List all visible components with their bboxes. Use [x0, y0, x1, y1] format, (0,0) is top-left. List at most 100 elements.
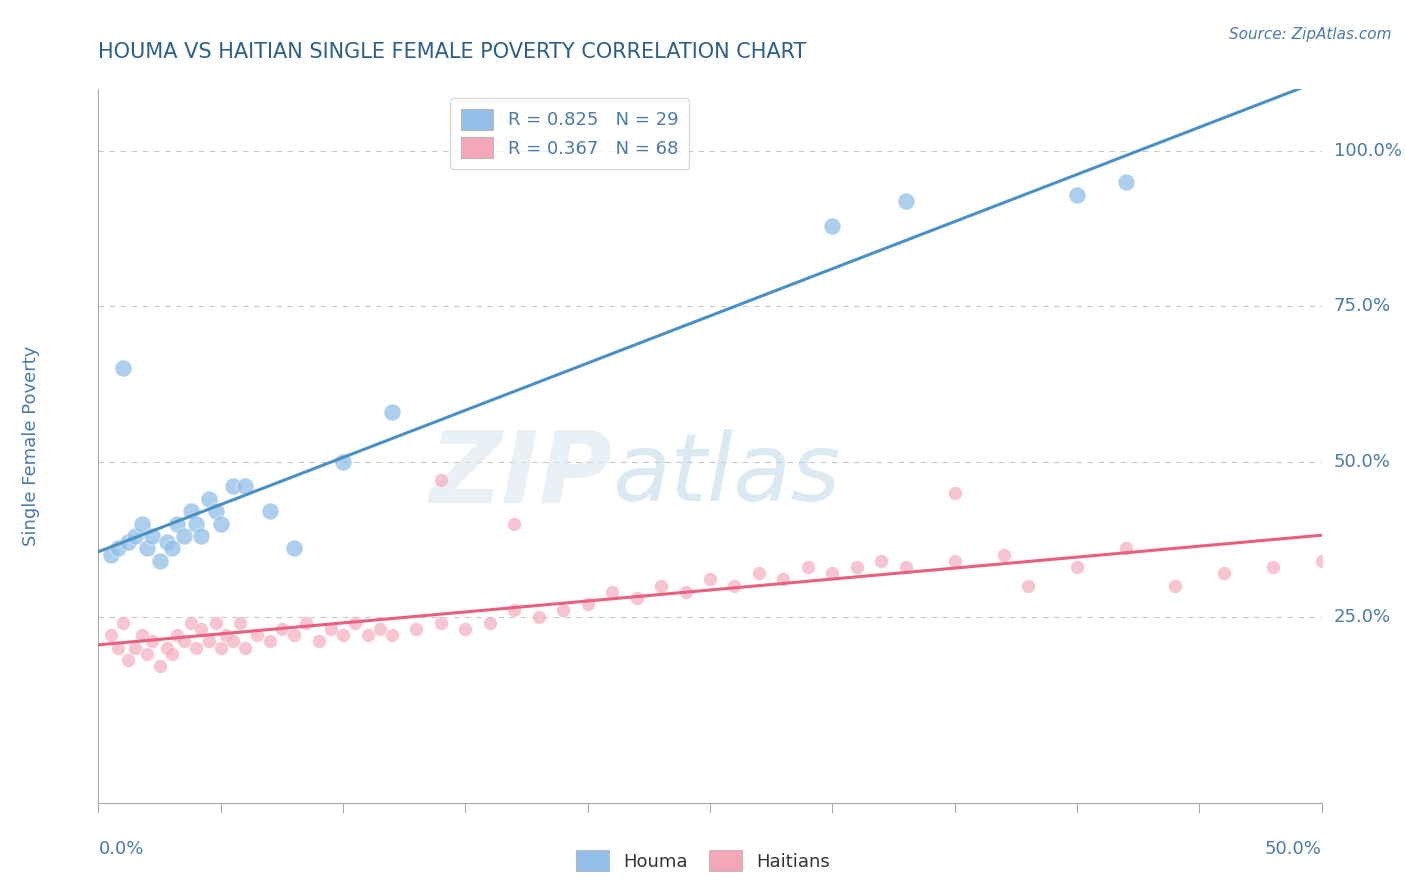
Text: atlas: atlas	[612, 429, 841, 520]
Text: Source: ZipAtlas.com: Source: ZipAtlas.com	[1229, 27, 1392, 42]
Point	[356, 628, 378, 642]
Point	[1261, 560, 1284, 574]
Point	[478, 615, 501, 630]
Point	[131, 516, 153, 531]
Point	[295, 615, 318, 630]
Point	[943, 554, 966, 568]
Point	[156, 535, 179, 549]
Point	[894, 194, 917, 208]
Point	[166, 516, 188, 531]
Point	[894, 560, 917, 574]
Point	[141, 529, 163, 543]
Text: 25.0%: 25.0%	[1334, 607, 1391, 625]
Point	[503, 603, 526, 617]
Text: 0.0%: 0.0%	[98, 840, 143, 858]
Point	[233, 640, 256, 655]
Point	[107, 541, 129, 556]
Point	[222, 634, 245, 648]
Point	[454, 622, 477, 636]
Point	[186, 640, 208, 655]
Point	[723, 579, 745, 593]
Point	[117, 535, 139, 549]
Point	[821, 219, 844, 233]
Point	[600, 584, 623, 599]
Point	[173, 529, 195, 543]
Point	[205, 615, 228, 630]
Point	[197, 634, 219, 648]
Point	[259, 504, 281, 518]
Point	[136, 541, 159, 556]
Point	[149, 554, 172, 568]
Point	[675, 584, 697, 599]
Point	[117, 653, 139, 667]
Point	[111, 615, 134, 630]
Point	[160, 647, 183, 661]
Point	[124, 640, 146, 655]
Point	[943, 485, 966, 500]
Point	[332, 628, 354, 642]
Point	[650, 579, 672, 593]
Legend: R = 0.825   N = 29, R = 0.367   N = 68: R = 0.825 N = 29, R = 0.367 N = 68	[450, 98, 689, 169]
Point	[381, 628, 404, 642]
Point	[576, 597, 599, 611]
Text: 100.0%: 100.0%	[1334, 142, 1402, 161]
Point	[319, 622, 342, 636]
Point	[283, 628, 305, 642]
Point	[100, 628, 122, 642]
Point	[100, 548, 122, 562]
Point	[797, 560, 820, 574]
Point	[553, 603, 575, 617]
Text: HOUMA VS HAITIAN SINGLE FEMALE POVERTY CORRELATION CHART: HOUMA VS HAITIAN SINGLE FEMALE POVERTY C…	[98, 43, 807, 62]
Point	[180, 504, 202, 518]
Point	[214, 628, 236, 642]
Point	[124, 529, 146, 543]
Point	[197, 491, 219, 506]
Point	[259, 634, 281, 648]
Point	[149, 659, 172, 673]
Text: 50.0%: 50.0%	[1265, 840, 1322, 858]
Point	[344, 615, 367, 630]
Point	[283, 541, 305, 556]
Point	[503, 516, 526, 531]
Point	[156, 640, 179, 655]
Point	[699, 573, 721, 587]
Point	[772, 573, 794, 587]
Point	[180, 615, 202, 630]
Point	[160, 541, 183, 556]
Point	[1017, 579, 1039, 593]
Point	[166, 628, 188, 642]
Point	[229, 615, 252, 630]
Point	[993, 548, 1015, 562]
Point	[870, 554, 893, 568]
Point	[141, 634, 163, 648]
Point	[430, 615, 453, 630]
Point	[1066, 187, 1088, 202]
Point	[1310, 554, 1333, 568]
Point	[190, 529, 212, 543]
Point	[748, 566, 770, 581]
Point	[1164, 579, 1187, 593]
Point	[1115, 175, 1137, 189]
Point	[205, 504, 228, 518]
Text: 50.0%: 50.0%	[1334, 452, 1391, 470]
Text: 75.0%: 75.0%	[1334, 297, 1391, 316]
Point	[270, 622, 294, 636]
Point	[173, 634, 195, 648]
Text: Single Female Poverty: Single Female Poverty	[22, 346, 41, 546]
Point	[821, 566, 844, 581]
Point	[246, 628, 269, 642]
Point	[405, 622, 427, 636]
Point	[186, 516, 208, 531]
Point	[527, 609, 550, 624]
Point	[430, 473, 453, 487]
Point	[626, 591, 648, 605]
Point	[1212, 566, 1234, 581]
Point	[368, 622, 391, 636]
Point	[1115, 541, 1137, 556]
Point	[131, 628, 153, 642]
Legend: Houma, Haitians: Houma, Haitians	[569, 843, 837, 879]
Text: ZIP: ZIP	[429, 426, 612, 523]
Point	[845, 560, 868, 574]
Point	[222, 479, 245, 493]
Point	[381, 405, 404, 419]
